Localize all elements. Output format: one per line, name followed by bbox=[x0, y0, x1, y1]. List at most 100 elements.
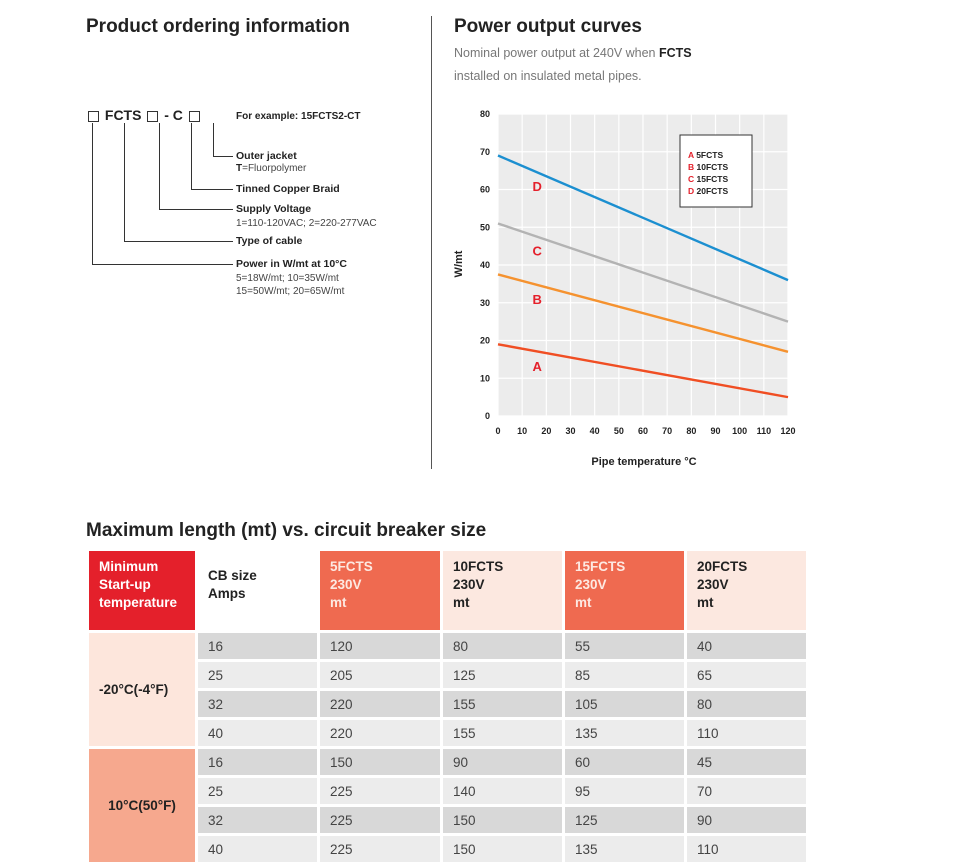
group-temp-cell: 10°C(50°F) bbox=[89, 749, 195, 862]
table-cell: 225 bbox=[320, 836, 440, 862]
y-tick-label: 20 bbox=[480, 336, 490, 346]
order-code-part2: - C bbox=[164, 107, 183, 123]
y-tick-label: 80 bbox=[480, 109, 490, 119]
x-tick-label: 80 bbox=[686, 426, 696, 436]
y-tick-label: 0 bbox=[485, 411, 490, 421]
x-tick-label: 90 bbox=[710, 426, 720, 436]
header-15fcts: 15FCTS 230V mt bbox=[565, 551, 684, 630]
table-row: 32 225 150 125 90 bbox=[89, 807, 806, 833]
series-line-5FCTS bbox=[497, 343, 789, 399]
table-cell: 150 bbox=[320, 749, 440, 775]
connector-line bbox=[191, 189, 233, 190]
table-cell: 55 bbox=[565, 633, 684, 659]
x-tick-label: 120 bbox=[780, 426, 795, 436]
x-tick-label: 70 bbox=[662, 426, 672, 436]
x-tick-label: 50 bbox=[614, 426, 624, 436]
table-row: 32 220 155 105 80 bbox=[89, 691, 806, 717]
header-10fcts: 10FCTS 230V mt bbox=[443, 551, 562, 630]
table-cell: 140 bbox=[443, 778, 562, 804]
table-cell: 120 bbox=[320, 633, 440, 659]
table-cell: 150 bbox=[443, 836, 562, 862]
series-line-10FCTS bbox=[497, 273, 789, 353]
cb-size-cell: 32 bbox=[198, 691, 317, 717]
series-line-20FCTS bbox=[497, 154, 789, 282]
power-label: Power in W/mt at 10°C bbox=[236, 258, 347, 270]
table-cell: 105 bbox=[565, 691, 684, 717]
power-desc-2: 15=50W/mt; 20=65W/mt bbox=[236, 286, 345, 297]
table-row: 40 220 155 135 110 bbox=[89, 720, 806, 746]
connector-line bbox=[213, 156, 233, 157]
jacket-code-box bbox=[188, 110, 200, 122]
power-output-chart: 0 10 20 30 40 50 60 70 80 0 10 20 30 40 50 60 70 80 90 100… bbox=[453, 109, 796, 468]
table-cell: 70 bbox=[687, 778, 806, 804]
header-5fcts: 5FCTS 230V mt bbox=[320, 551, 440, 630]
power-code-box bbox=[88, 110, 99, 122]
curves-subtitle: Nominal power output at 240V when FCTS in… bbox=[454, 46, 692, 83]
x-tick-label: 0 bbox=[495, 426, 500, 436]
ordering-title: Product ordering information bbox=[86, 16, 350, 37]
y-tick-label: 60 bbox=[480, 185, 490, 195]
table-header-row: Minimum Start-up temperature CB size Amps 5… bbox=[89, 551, 806, 630]
connector-line bbox=[124, 241, 233, 242]
table-cell: 90 bbox=[687, 807, 806, 833]
y-axis-label: W/mt bbox=[453, 250, 465, 277]
cb-size-cell: 32 bbox=[198, 807, 317, 833]
table-row: 10°C(50°F) 16 150 90 60 45 bbox=[89, 749, 806, 862]
table-cell: 80 bbox=[687, 691, 806, 717]
table-cell: 40 bbox=[687, 633, 806, 659]
x-tick-label: 30 bbox=[565, 426, 575, 436]
table-title: Maximum length (mt) vs. circuit breaker … bbox=[86, 520, 487, 541]
header-min-temp: Minimum Start-up temperature bbox=[89, 551, 195, 630]
legend-box bbox=[679, 134, 753, 208]
x-tick-label: 60 bbox=[638, 426, 648, 436]
x-tick-label: 20 bbox=[541, 426, 551, 436]
max-length-table: Minimum Start-up temperature CB size Amps 5… bbox=[86, 548, 809, 865]
table-cell: 90 bbox=[443, 749, 562, 775]
legend-entry: B 10FCTS bbox=[688, 162, 728, 172]
supply-voltage-desc: 1=110-120VAC; 2=220-277VAC bbox=[236, 218, 377, 229]
connector-line bbox=[191, 123, 192, 189]
table-cell: 220 bbox=[320, 691, 440, 717]
table-cell: 205 bbox=[320, 662, 440, 688]
x-tick-label: 40 bbox=[590, 426, 600, 436]
x-axis-label: Pipe temperature °C bbox=[591, 456, 696, 468]
connector-line bbox=[92, 264, 233, 265]
table-cell: 80 bbox=[443, 633, 562, 659]
connector-line bbox=[92, 123, 93, 264]
connector-line bbox=[159, 209, 233, 210]
section-divider bbox=[431, 16, 432, 469]
series-letter-label: A bbox=[533, 359, 543, 374]
header-cb-size: CB size Amps bbox=[198, 551, 317, 630]
x-tick-label: 110 bbox=[757, 426, 772, 436]
curves-title: Power output curves bbox=[454, 16, 642, 37]
cb-size-cell: 25 bbox=[198, 662, 317, 688]
y-tick-label: 10 bbox=[480, 373, 490, 383]
table-cell: 220 bbox=[320, 720, 440, 746]
cb-size-cell: 16 bbox=[198, 749, 317, 775]
order-code-part1: FCTS bbox=[104, 107, 142, 123]
table-cell: 225 bbox=[320, 778, 440, 804]
table-row: -20°C(-4°F) 16 120 80 55 40 bbox=[89, 633, 806, 746]
supply-voltage-label: Supply Voltage bbox=[236, 203, 312, 215]
group-temp-cell: -20°C(-4°F) bbox=[89, 633, 195, 746]
table-row: 25 225 140 95 70 bbox=[89, 778, 806, 804]
table-cell: 125 bbox=[443, 662, 562, 688]
table-row: 25 205 125 85 65 bbox=[89, 662, 806, 688]
cb-size-cell: 40 bbox=[198, 720, 317, 746]
series-line-15FCTS bbox=[497, 222, 789, 323]
legend-entry: A 5FCTS bbox=[688, 150, 723, 160]
header-20fcts: 20FCTS 230V mt bbox=[687, 551, 806, 630]
braid-label: Tinned Copper Braid bbox=[236, 183, 340, 195]
cb-size-cell: 25 bbox=[198, 778, 317, 804]
series-letter-label: D bbox=[533, 179, 542, 194]
table-cell: 135 bbox=[565, 720, 684, 746]
table-cell: 110 bbox=[687, 720, 806, 746]
table-cell: 85 bbox=[565, 662, 684, 688]
table-cell: 155 bbox=[443, 720, 562, 746]
table-row: 40 225 150 135 110 bbox=[89, 836, 806, 862]
table-cell: 60 bbox=[565, 749, 684, 775]
table-cell: 150 bbox=[443, 807, 562, 833]
legend-entry: D 20FCTS bbox=[688, 186, 728, 196]
table-cell: 110 bbox=[687, 836, 806, 862]
table-cell: 225 bbox=[320, 807, 440, 833]
